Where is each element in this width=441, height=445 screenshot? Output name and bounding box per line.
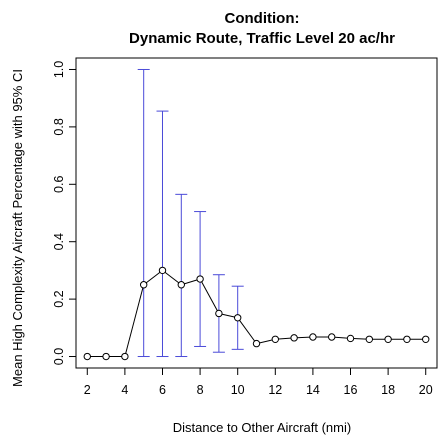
y-tick-label: 0.0 bbox=[52, 348, 66, 365]
x-tick-label: 16 bbox=[344, 383, 358, 397]
data-point bbox=[196, 275, 204, 283]
y-axis-title: Mean High Complexity Aircraft Percentage… bbox=[10, 69, 25, 387]
plot-area: 2 4 6 8 10 12 14 16 18 20 0.0 0.2 0.4 0.6 0.8 1.0 bbox=[52, 57, 438, 397]
x-tick-label: 18 bbox=[381, 383, 395, 397]
series-line-segment bbox=[162, 270, 182, 286]
plot-frame bbox=[75, 57, 438, 369]
data-point bbox=[422, 335, 430, 343]
data-point bbox=[233, 314, 242, 322]
series-line-segment bbox=[124, 284, 145, 357]
data-point bbox=[158, 266, 167, 275]
data-point bbox=[215, 309, 223, 318]
y-tick-label: 0.2 bbox=[52, 290, 66, 307]
y-tick-label: 0.4 bbox=[52, 233, 66, 250]
data-point bbox=[328, 333, 336, 341]
data-point bbox=[309, 333, 317, 341]
series-line-segment bbox=[199, 278, 220, 314]
data-point bbox=[83, 352, 91, 361]
x-tick-label: 12 bbox=[268, 383, 282, 397]
x-tick-label: 20 bbox=[419, 383, 433, 397]
data-point bbox=[252, 339, 261, 348]
y-tick-label: 1.0 bbox=[52, 61, 66, 78]
data-point bbox=[271, 335, 280, 343]
chart-title: Condition: bbox=[225, 10, 300, 27]
data-point bbox=[290, 334, 298, 342]
x-axis-title: Distance to Other Aircraft (nmi) bbox=[173, 420, 351, 435]
x-tick-label: 4 bbox=[121, 383, 128, 397]
x-tick-label: 14 bbox=[306, 383, 320, 397]
series-line-segment bbox=[143, 270, 163, 286]
x-tick-label: 6 bbox=[159, 383, 166, 397]
series-line-segment bbox=[237, 317, 257, 344]
data-point bbox=[177, 281, 185, 289]
data-point bbox=[346, 334, 355, 343]
x-tick-label: 2 bbox=[84, 383, 91, 397]
y-tick-label: 0.6 bbox=[52, 176, 66, 193]
chart-subtitle: Dynamic Route, Traffic Level 20 ac/hr bbox=[129, 30, 395, 47]
data-point bbox=[403, 335, 411, 343]
data-point bbox=[365, 335, 374, 343]
data-point bbox=[121, 352, 129, 361]
data-point bbox=[139, 281, 148, 289]
x-tick-label: 8 bbox=[197, 383, 204, 397]
x-tick-label: 10 bbox=[231, 383, 245, 397]
data-point bbox=[102, 352, 110, 361]
y-tick-label: 0.8 bbox=[52, 118, 66, 135]
data-point bbox=[384, 335, 392, 343]
